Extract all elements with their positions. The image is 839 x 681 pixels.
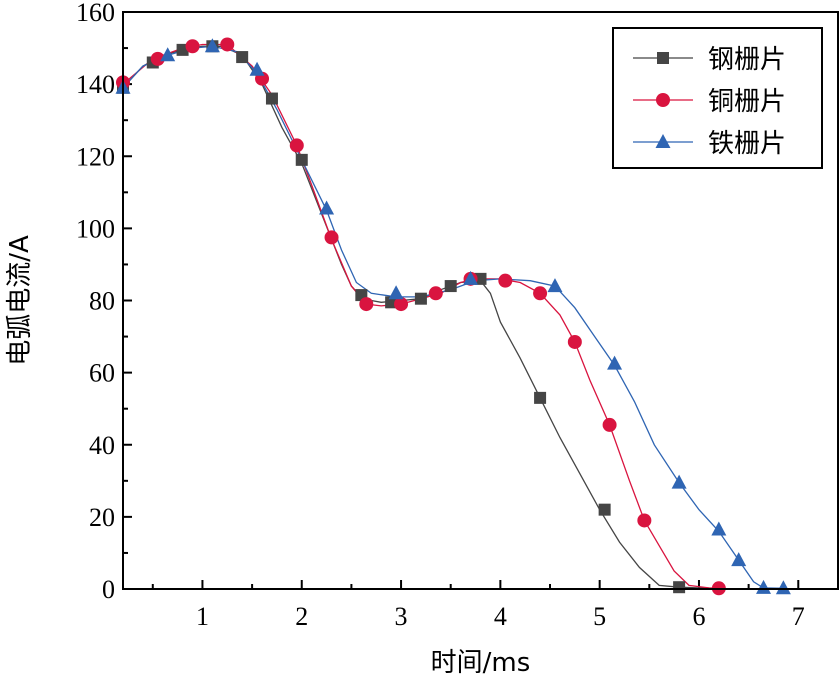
y-tick-label: 20 <box>89 503 115 532</box>
x-tick-label: 4 <box>494 602 507 631</box>
series-2-point <box>394 297 409 312</box>
legend-label-1: 钢栅片 <box>708 45 786 75</box>
y-tick-label: 0 <box>102 575 115 604</box>
series-3-point <box>671 474 687 489</box>
x-tick-label: 2 <box>295 602 308 631</box>
x-tick-label: 6 <box>692 602 705 631</box>
series-3-point <box>249 61 265 76</box>
series-2-point <box>498 273 513 288</box>
y-tick-label: 100 <box>76 214 115 243</box>
series-2-point <box>637 513 652 528</box>
series-1-point <box>534 391 547 404</box>
series-1-point <box>236 51 249 64</box>
series-3-point <box>607 355 623 370</box>
series-2-point <box>359 297 374 312</box>
legend-label-2: 铜栅片 <box>708 87 786 117</box>
y-tick-label: 120 <box>76 142 115 171</box>
x-tick-label: 5 <box>593 602 606 631</box>
series-3-point <box>319 200 335 215</box>
series-1-point <box>673 581 686 594</box>
series-3-point <box>204 38 220 53</box>
series-3-point <box>388 285 404 300</box>
series-3-point <box>756 579 772 594</box>
series-3-point <box>463 270 479 285</box>
series-2-point <box>150 51 165 66</box>
x-tick-label: 7 <box>792 602 805 631</box>
plot-frame <box>122 11 839 590</box>
series-1-point <box>474 272 487 285</box>
series-1-point <box>414 292 427 305</box>
series-1-point <box>444 280 457 293</box>
legend-box <box>612 27 823 169</box>
y-axis-title: 电弧电流/A <box>5 235 35 366</box>
legend-marker-3 <box>655 134 671 148</box>
legend-marker-2 <box>656 93 670 107</box>
x-tick-label: 1 <box>196 602 209 631</box>
legend-label-3: 铁栅片 <box>708 129 786 159</box>
y-tick-label: 160 <box>76 0 115 27</box>
y-tick-label: 40 <box>89 431 115 460</box>
series-1-point <box>295 153 308 166</box>
series-2-point <box>220 37 235 52</box>
series-2-point <box>428 286 443 301</box>
series-1-point <box>385 296 398 309</box>
series-3-point <box>160 47 176 62</box>
series-3-point <box>731 552 747 567</box>
series-2-point <box>533 286 548 301</box>
series-2-point <box>185 39 200 54</box>
series-2-point <box>324 230 339 245</box>
x-tick-label: 3 <box>395 602 408 631</box>
series-2-point <box>567 334 582 349</box>
x-axis-title: 时间/ms <box>431 648 531 678</box>
series-2-point <box>289 138 304 153</box>
series-1-point <box>265 92 278 105</box>
y-tick-label: 80 <box>89 287 115 316</box>
series-3-point <box>775 580 791 595</box>
series-2-point <box>602 417 617 432</box>
legend-marker-1 <box>657 52 669 64</box>
series-1-point <box>598 503 611 516</box>
y-tick-label: 60 <box>89 359 115 388</box>
series-3-point <box>547 278 563 293</box>
series-3-point <box>711 521 727 536</box>
y-tick-label: 140 <box>76 70 115 99</box>
